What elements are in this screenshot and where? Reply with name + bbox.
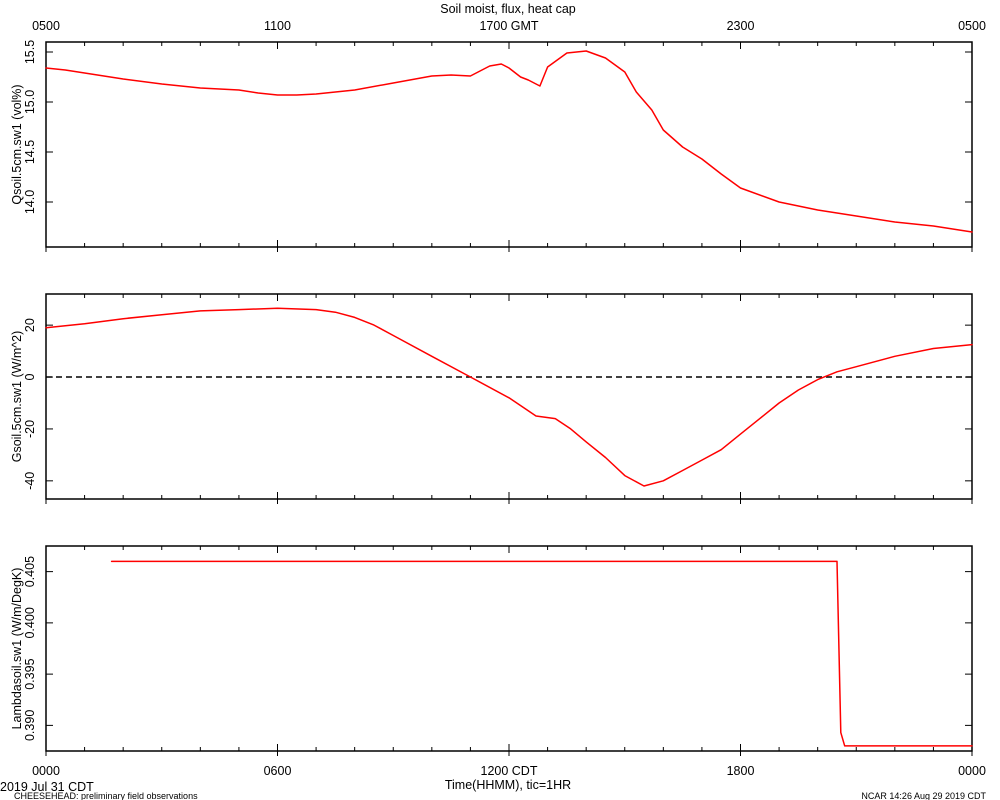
panel-3-y-tick-label: 0.400 [23,607,37,638]
panel-2-y-tick-label: 0 [23,374,37,381]
top-x-tick-label: 2300 [727,19,755,33]
panel-1-y-tick-label: 15.0 [23,90,37,114]
bottom-x-tick-label: 0000 [958,764,986,778]
bottom-x-tick-label: 1200 CDT [481,764,538,778]
panel-3-y-tick-label: 0.395 [23,658,37,689]
series-layer [45,50,973,747]
panel-2-series-line [45,307,973,487]
panel-2-y-tick-label: 20 [23,318,37,332]
bottom-x-tick-label: 0600 [264,764,292,778]
panel-1-y-tick-label: 14.0 [23,190,37,214]
x-axis-label: Time(HHMM), tic=1HR [445,778,571,792]
top-x-tick-label: 0500 [958,19,986,33]
panel-3-y-tick-label: 0.405 [23,556,37,587]
credit-label: NCAR 14:26 Aug 29 2019 CDT [861,791,986,800]
panel-1-y-tick-label: 14.5 [23,140,37,164]
panel-1-y-tick-label: 15.5 [23,40,37,64]
panel-1-series-line [45,50,973,233]
top-x-tick-label: 1100 [264,19,291,33]
panel-3-frame [45,545,973,752]
panel-3-y-axis-label: Lambdasoil.sw1 (W/m/DegK) [10,568,24,730]
panel-2-y-tick-label: -40 [23,472,37,490]
panel-2-y-axis-label: Gsoil.5cm.sw1 (W/m^2) [10,331,24,463]
panel-1-y-axis-label: Qsoil.5cm.sw1 (vol%) [10,84,24,204]
top-x-tick-label: 0500 [32,19,60,33]
bottom-x-tick-label: 0000 [32,764,60,778]
top-x-tick-label: 1700 GMT [479,19,538,33]
chart-title: Soil moist, flux, heat cap [440,2,576,16]
date-label: 2019 Jul 31 CDT [0,780,94,794]
bottom-x-tick-label: 1800 [727,764,755,778]
panel-3-y-tick-label: 0.390 [23,710,37,741]
axes-layer [45,41,973,756]
panel-1-frame [45,41,973,248]
panel-2-frame [45,293,973,500]
project-label: CHEESEHEAD: preliminary field observatio… [14,791,198,800]
panel-3-series-line [110,560,973,747]
panel-2-y-tick-label: -20 [23,420,37,438]
